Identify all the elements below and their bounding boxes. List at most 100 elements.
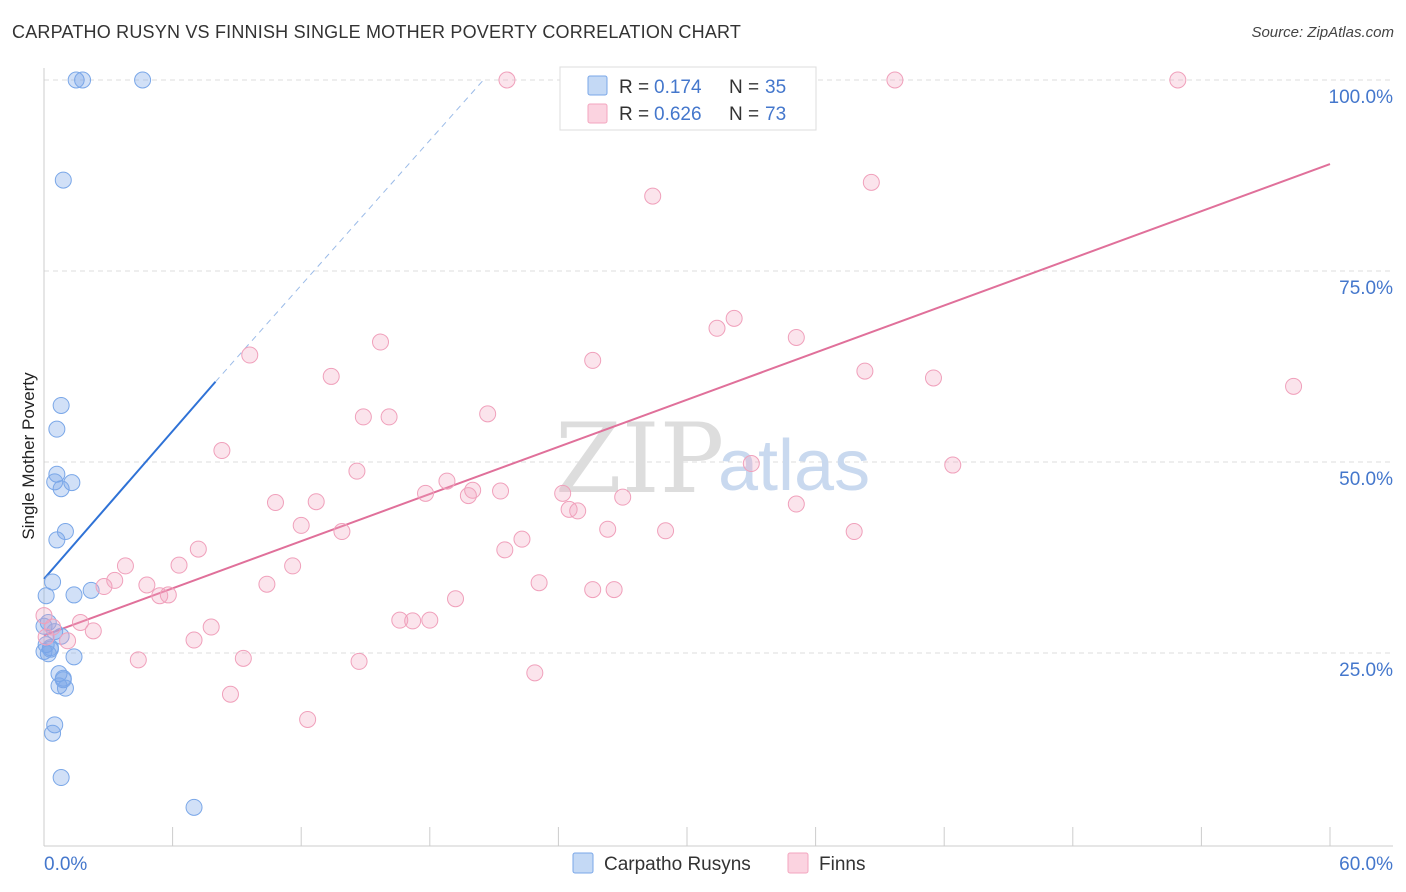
- point-finns: [189, 540, 207, 558]
- point-carpatho-rusyns: [134, 71, 152, 89]
- point-finns: [856, 362, 874, 380]
- trend-line-finns: [43, 163, 1331, 637]
- point-finns: [221, 685, 239, 703]
- point-finns: [526, 664, 544, 682]
- series-legend: Carpatho Rusyns Finns: [572, 852, 865, 875]
- y-tick-label: 50.0%: [1339, 469, 1393, 490]
- point-finns: [862, 173, 880, 191]
- point-finns: [944, 456, 962, 474]
- point-finns: [584, 581, 602, 599]
- watermark-atlas: atlas: [718, 426, 870, 506]
- point-finns: [1169, 71, 1187, 89]
- point-finns: [37, 628, 55, 646]
- y-tick-labels: 25.0% 50.0% 75.0% 100.0%: [1329, 87, 1394, 681]
- source-label: Source: ZipAtlas.com: [1251, 24, 1394, 41]
- point-finns: [241, 346, 259, 364]
- point-finns: [71, 613, 89, 631]
- point-finns: [725, 309, 743, 327]
- point-finns: [170, 556, 188, 574]
- point-finns: [258, 575, 276, 593]
- point-carpatho-rusyns: [74, 71, 92, 89]
- point-finns: [447, 590, 465, 608]
- watermark-zip: ZIP: [555, 403, 724, 515]
- point-finns: [421, 611, 439, 629]
- point-finns: [417, 484, 435, 502]
- point-finns: [530, 574, 548, 592]
- legend-r-label-blue: R =: [619, 77, 649, 98]
- point-finns: [138, 576, 156, 594]
- y-tick-label: 75.0%: [1339, 278, 1393, 299]
- point-carpatho-rusyns: [44, 724, 62, 742]
- trend-lines: [43, 79, 1331, 637]
- point-finns: [116, 557, 134, 575]
- point-finns: [185, 631, 203, 649]
- point-finns: [151, 587, 169, 605]
- y-axis-title: Single Mother Poverty: [19, 372, 38, 540]
- point-finns: [234, 649, 252, 667]
- point-carpatho-rusyns: [46, 473, 64, 491]
- point-finns: [742, 455, 760, 473]
- point-finns: [787, 328, 805, 346]
- point-finns: [106, 571, 124, 589]
- point-carpatho-rusyns: [52, 480, 70, 498]
- legend-r-label-pink: R =: [619, 104, 649, 125]
- point-finns: [299, 710, 317, 728]
- series-legend-swatch-blue: [572, 852, 594, 874]
- point-carpatho-rusyns: [63, 474, 81, 492]
- point-finns: [787, 495, 805, 513]
- point-finns: [129, 651, 147, 669]
- point-finns: [584, 351, 602, 369]
- point-finns: [1285, 377, 1303, 395]
- point-finns: [202, 618, 220, 636]
- x-tick-label-max: 60.0%: [1339, 854, 1393, 875]
- point-finns: [464, 481, 482, 499]
- point-carpatho-rusyns: [48, 531, 66, 549]
- point-finns: [35, 607, 53, 625]
- legend-n-label-blue: N =: [729, 77, 759, 98]
- point-carpatho-rusyns: [52, 396, 70, 414]
- point-finns: [159, 586, 177, 604]
- point-carpatho-rusyns: [39, 645, 57, 663]
- series-legend-label-blue: Carpatho Rusyns: [604, 854, 751, 875]
- point-carpatho-rusyns: [56, 679, 74, 697]
- point-finns: [44, 618, 62, 636]
- point-finns: [492, 482, 510, 500]
- point-finns: [708, 319, 726, 337]
- point-finns: [886, 71, 904, 89]
- y-tick-label: 25.0%: [1339, 660, 1393, 681]
- axes: [43, 68, 1393, 847]
- point-finns: [605, 581, 623, 599]
- point-finns: [391, 611, 409, 629]
- data-points: [35, 71, 1303, 816]
- point-finns: [84, 622, 102, 640]
- point-finns: [333, 523, 351, 541]
- legend-n-value-pink: 73: [765, 104, 786, 125]
- point-finns: [554, 484, 572, 502]
- point-carpatho-rusyns: [44, 573, 62, 591]
- watermark: ZIP atlas: [555, 403, 870, 515]
- point-carpatho-rusyns: [67, 71, 85, 89]
- point-finns: [560, 500, 578, 518]
- y-tick-label: 100.0%: [1329, 87, 1394, 108]
- point-finns: [845, 523, 863, 541]
- point-finns: [380, 408, 398, 426]
- legend-swatch-pink: [587, 103, 608, 124]
- legend-r-value-blue: 0.174: [654, 77, 702, 98]
- trend-line-carpatho-rusyns: [43, 381, 217, 580]
- point-carpatho-rusyns: [37, 587, 55, 605]
- point-carpatho-rusyns: [52, 769, 70, 787]
- point-finns: [438, 472, 456, 490]
- legend-r-value-pink: 0.626: [654, 104, 702, 125]
- point-carpatho-rusyns: [48, 420, 66, 438]
- point-finns: [372, 333, 390, 351]
- point-finns: [404, 612, 422, 630]
- point-finns: [213, 442, 231, 460]
- x-tick-label-min: 0.0%: [44, 854, 87, 875]
- point-carpatho-rusyns: [185, 798, 203, 816]
- chart-title: CARPATHO RUSYN VS FINNISH SINGLE MOTHER …: [12, 22, 742, 42]
- legend-n-value-blue: 35: [765, 77, 786, 98]
- point-finns: [350, 652, 368, 670]
- point-finns: [266, 493, 284, 511]
- point-carpatho-rusyns: [54, 171, 72, 189]
